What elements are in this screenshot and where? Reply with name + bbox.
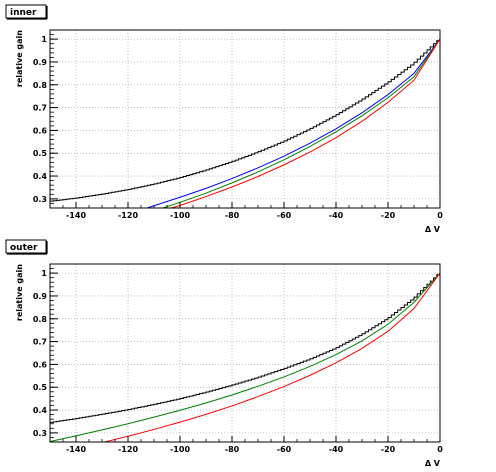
y-axis-title: relative gain — [15, 264, 24, 321]
x-tick-label: -100 — [170, 211, 190, 220]
panel-title: outer — [10, 243, 38, 253]
series-line-1 — [50, 273, 440, 423]
y-tick-label: 0.3 — [33, 195, 47, 204]
x-axis-title: Δ V — [425, 225, 441, 234]
y-tick-label: 0.8 — [33, 81, 48, 90]
series-line-1 — [50, 39, 440, 202]
y-tick-label: 0.4 — [33, 172, 48, 181]
x-tick-label: -40 — [329, 211, 344, 220]
y-tick-label: 0.7 — [33, 104, 47, 113]
y-tick-label: 0.5 — [33, 149, 48, 158]
y-tick-label: 0.4 — [33, 406, 48, 415]
x-tick-label: -120 — [118, 445, 138, 454]
panel-title: inner — [10, 8, 37, 18]
x-tick-label: -80 — [225, 445, 240, 454]
x-tick-label: 0 — [437, 211, 443, 220]
plot-area — [50, 264, 440, 442]
x-tick-label: -80 — [225, 211, 240, 220]
x-tick-label: -120 — [118, 211, 138, 220]
x-axis-title: Δ V — [425, 459, 441, 468]
x-tick-label: 0 — [437, 445, 443, 454]
x-tick-label: -20 — [381, 211, 396, 220]
chart-panel-outer: outer -140 -120 -100 -80 -60 -40 -20 0 0.3 0.4 0.5 0… — [5, 239, 443, 468]
series-line-2 — [145, 38, 440, 208]
x-tick-label: -40 — [329, 445, 344, 454]
y-tick-label: 1 — [41, 35, 47, 44]
y-tick-label: 0.8 — [33, 315, 48, 324]
series-line-4 — [169, 38, 440, 208]
plot-area — [50, 30, 440, 208]
chart-panel-inner: inner -140 -120 -100 -80 -60 -40 -20 0 0.3 0.4 0.5 0… — [5, 4, 443, 234]
y-axis-title: relative gain — [15, 30, 24, 87]
x-tick-label: -60 — [277, 211, 292, 220]
x-tick-label: -60 — [277, 445, 292, 454]
x-tick-label: -140 — [66, 211, 86, 220]
x-tick-label: -100 — [170, 445, 190, 454]
y-tick-label: 0.9 — [33, 58, 48, 67]
series-line-3 — [102, 272, 440, 442]
panel-label-box — [5, 239, 47, 254]
y-tick-label: 0.5 — [33, 383, 48, 392]
y-tick-label: 0.9 — [33, 292, 48, 301]
y-tick-label: 0.6 — [33, 126, 48, 135]
x-tick-label: -20 — [381, 445, 396, 454]
x-tick-label: -140 — [66, 445, 86, 454]
y-tick-label: 0.3 — [33, 429, 47, 438]
series-line-3 — [161, 38, 440, 208]
panel-label-box — [5, 4, 47, 19]
y-tick-label: 0.6 — [33, 360, 48, 369]
y-tick-label: 0.7 — [33, 338, 47, 347]
series-line-2 — [50, 272, 440, 442]
y-tick-label: 1 — [41, 269, 47, 278]
